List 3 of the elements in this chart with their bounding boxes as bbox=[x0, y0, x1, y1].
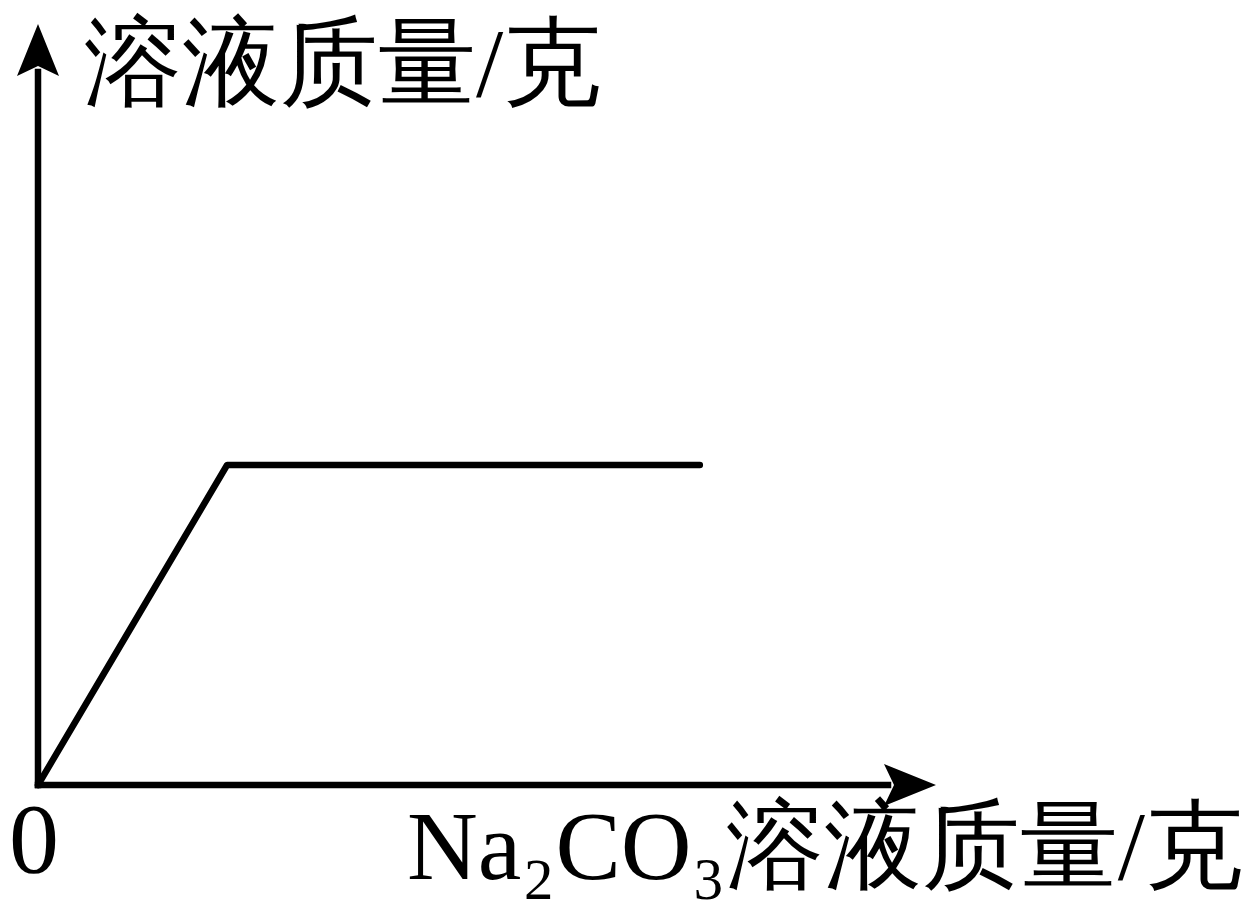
annotation: 0 bbox=[9, 783, 59, 894]
ylabel: 溶液质量/克 bbox=[84, 9, 602, 117]
xlabel: Na₂CO₃溶液质量/克 bbox=[407, 792, 1243, 900]
